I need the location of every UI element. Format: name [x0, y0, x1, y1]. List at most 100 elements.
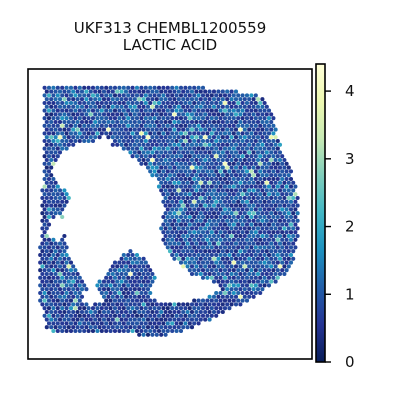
spot [189, 226, 195, 231]
spot [145, 165, 151, 170]
spot [49, 279, 54, 284]
spot [40, 287, 45, 292]
spot [174, 214, 179, 220]
spot [260, 165, 265, 170]
spot [192, 230, 197, 235]
spot [115, 317, 120, 322]
spot [152, 313, 157, 318]
spot [159, 332, 164, 337]
spot [53, 317, 58, 322]
spot [137, 157, 142, 163]
spot [156, 161, 162, 166]
spot [262, 138, 267, 144]
spot [176, 127, 181, 132]
spot [126, 268, 131, 273]
spot [57, 271, 63, 277]
spot [238, 135, 243, 140]
spot [233, 157, 239, 163]
spot [176, 226, 181, 231]
spot [141, 119, 146, 125]
spot [106, 317, 111, 322]
spot [196, 192, 201, 197]
spot [233, 241, 239, 246]
spot [73, 306, 78, 311]
spot [167, 104, 173, 109]
spot [139, 298, 144, 303]
spot [178, 93, 184, 98]
spot [167, 173, 173, 178]
spot [264, 249, 269, 254]
spot [264, 188, 269, 193]
spot [97, 309, 102, 315]
spot [284, 260, 289, 265]
spot [51, 252, 56, 258]
spot [126, 85, 131, 90]
spot [55, 283, 60, 288]
spot [220, 97, 225, 102]
spot [194, 142, 199, 147]
spot [216, 271, 221, 277]
spot [288, 169, 294, 174]
spot [220, 218, 225, 223]
spot [218, 275, 223, 280]
spot [262, 100, 267, 106]
spot [222, 154, 228, 159]
spot [77, 290, 82, 296]
spot [104, 100, 109, 106]
spot [159, 325, 164, 330]
spot [273, 188, 278, 193]
spot [249, 275, 254, 280]
spot [152, 93, 157, 98]
spot [249, 100, 254, 106]
spot [198, 135, 203, 140]
spot [128, 97, 133, 102]
spot [49, 325, 54, 330]
spot [99, 321, 104, 326]
spot [44, 294, 49, 299]
spot [143, 154, 148, 159]
spot [218, 184, 223, 189]
spot [148, 268, 153, 273]
spot [51, 192, 56, 197]
spot [154, 332, 159, 337]
spot [60, 116, 65, 121]
spot [273, 233, 278, 239]
spot [227, 306, 232, 311]
spot [189, 302, 195, 307]
spot [79, 97, 85, 102]
spot [84, 135, 89, 140]
spot [238, 127, 243, 132]
spot [104, 108, 109, 113]
spot [277, 157, 283, 163]
spot [286, 173, 291, 178]
spot [57, 241, 63, 246]
spot [117, 298, 122, 303]
spot [137, 135, 142, 140]
spot [148, 313, 153, 318]
spot [242, 294, 247, 299]
spot [258, 199, 263, 204]
spot [128, 325, 133, 330]
spot [262, 260, 267, 265]
spot [53, 135, 58, 140]
spot [260, 287, 265, 292]
spot [170, 313, 175, 318]
spot [187, 116, 192, 121]
spot [214, 154, 219, 159]
spot [176, 173, 181, 178]
spot [170, 245, 175, 250]
spot [269, 150, 274, 155]
spot [174, 138, 179, 144]
spot [152, 131, 157, 136]
spot [126, 116, 131, 121]
spot [264, 157, 269, 163]
spot [196, 214, 201, 220]
spot [170, 108, 175, 113]
spot [189, 195, 195, 201]
spot [62, 119, 67, 125]
spot [240, 237, 245, 242]
spot [240, 93, 245, 98]
spot [183, 146, 188, 151]
spot [207, 180, 212, 185]
spot [73, 321, 78, 326]
